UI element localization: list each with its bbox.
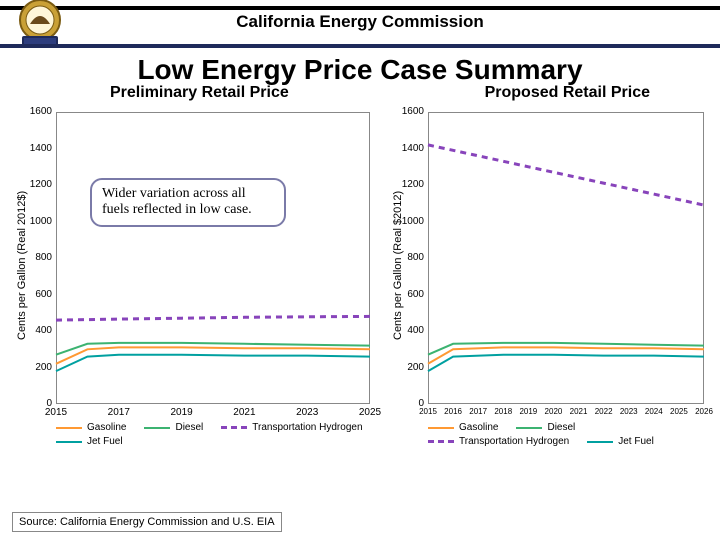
header-title: California Energy Commission: [0, 0, 720, 32]
legend-swatch: [428, 427, 454, 429]
legend-label: Gasoline: [459, 422, 498, 433]
subtitle-left: Preliminary Retail Price: [110, 84, 289, 102]
series-hydrogen: [56, 316, 370, 320]
legend-swatch: [56, 427, 82, 429]
legend-item-jetfuel: Jet Fuel: [587, 436, 654, 447]
header: California Energy Commission: [0, 0, 720, 48]
legend-item-gasoline: Gasoline: [428, 422, 498, 433]
legend-swatch: [587, 441, 613, 443]
legend-item-diesel: Diesel: [516, 422, 575, 433]
legend-label: Jet Fuel: [618, 436, 654, 447]
subtitles: Preliminary Retail Price Proposed Retail…: [0, 84, 720, 108]
series-svg: [382, 108, 710, 468]
legend-swatch: [144, 427, 170, 429]
legend: Gasoline Diesel Transportation Hydrogen Jet…: [56, 422, 370, 450]
chart-left: 0200400600800100012001400160020152017201…: [6, 108, 376, 468]
legend-item-jetfuel: Jet Fuel: [56, 436, 123, 447]
subtitle-right: Proposed Retail Price: [485, 84, 650, 102]
source-note: Source: California Energy Commission and…: [12, 512, 282, 532]
legend-label: Jet Fuel: [87, 436, 123, 447]
page-title: Low Energy Price Case Summary: [0, 54, 720, 86]
legend: Gasoline Diesel Transportation Hydrogen Jet…: [428, 422, 704, 450]
legend-label: Diesel: [175, 422, 203, 433]
charts-row: 0200400600800100012001400160020152017201…: [0, 108, 720, 468]
legend-label: Transportation Hydrogen: [252, 422, 362, 433]
legend-label: Diesel: [547, 422, 575, 433]
legend-swatch: [221, 426, 247, 429]
series-hydrogen: [428, 145, 704, 205]
series-svg: [6, 108, 376, 468]
header-rule: [0, 6, 720, 10]
legend-swatch: [516, 427, 542, 429]
legend-item-diesel: Diesel: [144, 422, 203, 433]
legend-label: Gasoline: [87, 422, 126, 433]
series-jetfuel: [56, 355, 370, 371]
annotation-box: Wider variation across all fuels reflect…: [90, 178, 286, 228]
cec-logo: [8, 0, 72, 54]
legend-item-gasoline: Gasoline: [56, 422, 126, 433]
legend-item-hydrogen: Transportation Hydrogen: [428, 436, 569, 447]
legend-swatch: [56, 441, 82, 443]
legend-label: Transportation Hydrogen: [459, 436, 569, 447]
legend-item-hydrogen: Transportation Hydrogen: [221, 422, 362, 433]
series-jetfuel: [428, 355, 704, 371]
legend-swatch: [428, 440, 454, 443]
chart-right: 0200400600800100012001400160020152016201…: [382, 108, 710, 468]
